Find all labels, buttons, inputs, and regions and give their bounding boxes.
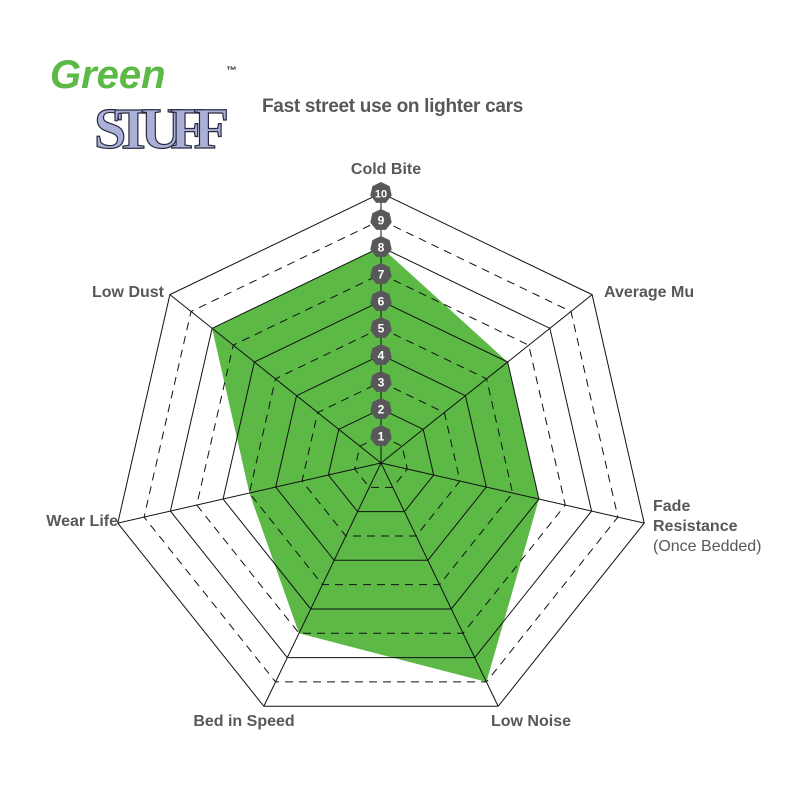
axis-label: Average Mu <box>604 284 694 301</box>
tick-label: 8 <box>378 241 385 255</box>
axis-line <box>117 462 382 524</box>
grid-ring-2 <box>327 408 435 513</box>
tick-label: 7 <box>378 268 385 282</box>
green-stuff-logo: Green STUFF ™ <box>46 50 246 162</box>
axis-label: Cold Bite <box>351 161 421 178</box>
tick-badge <box>370 236 392 257</box>
axis-line <box>380 462 499 707</box>
chart-subtitle: Fast street use on lighter cars <box>262 96 524 117</box>
axis-line <box>263 462 382 707</box>
tick-label: 4 <box>378 349 385 363</box>
tick-badge <box>370 344 392 365</box>
grid-ring-8 <box>169 246 593 659</box>
tick-badge <box>370 371 392 392</box>
tick-badge <box>370 425 392 446</box>
tick-label: 5 <box>378 322 385 336</box>
axis-line <box>380 462 645 524</box>
grid-ring-3 <box>301 381 461 537</box>
tick-label: 9 <box>378 214 385 228</box>
logo-stuff-text: STUFF <box>94 96 229 160</box>
tick-badge <box>370 290 392 311</box>
axis-label-cont: Resistance <box>653 518 738 535</box>
grid-ring-6 <box>222 300 540 610</box>
tick-badge <box>370 209 392 230</box>
tick-label: 1 <box>378 430 385 444</box>
axis-label: Wear Life <box>46 513 118 530</box>
axis-line <box>169 294 382 464</box>
grid-ring-7 <box>196 273 566 634</box>
logo-trademark: ™ <box>226 65 237 77</box>
grid-ring-5 <box>248 327 514 586</box>
grid-ring-10 <box>117 192 645 707</box>
axis-label: Low Dust <box>92 284 165 301</box>
tick-badge <box>370 182 392 203</box>
axis-label: Fade <box>653 498 690 515</box>
axis-label: Low Noise <box>491 713 571 730</box>
tick-badge <box>370 317 392 338</box>
tick-label: 3 <box>378 376 385 390</box>
axis-line <box>380 294 593 464</box>
tick-badge <box>370 398 392 419</box>
tick-label: 10 <box>375 189 387 201</box>
tick-label: 2 <box>378 403 385 417</box>
axis-label: Bed in Speed <box>193 713 294 730</box>
tick-badge <box>370 263 392 284</box>
grid-ring-4 <box>275 354 487 561</box>
axis-sublabel: (Once Bedded) <box>653 538 762 555</box>
tick-label: 6 <box>378 295 385 309</box>
logo-green-text: Green <box>50 53 166 97</box>
